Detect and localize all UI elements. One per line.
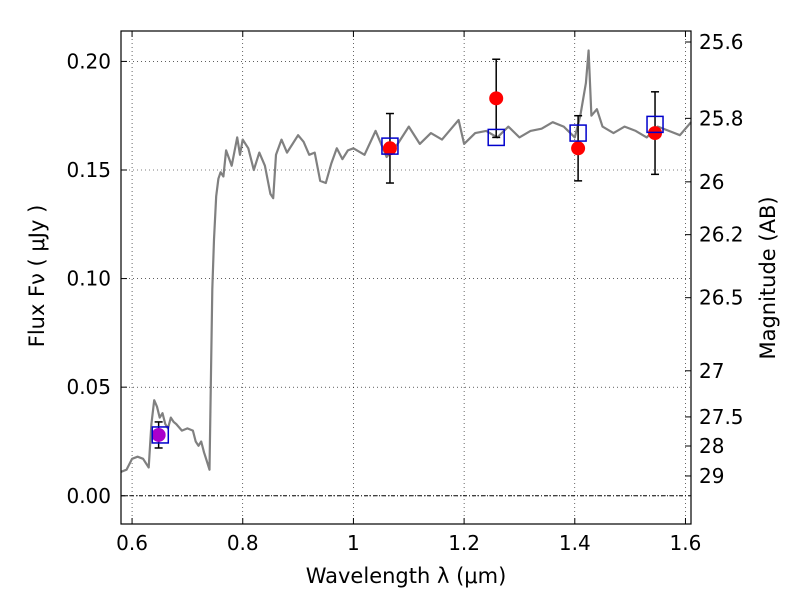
- observed-point: [382, 141, 397, 156]
- y-tick-label: 0.05: [66, 375, 111, 399]
- magnitude-tick-label: 25.8: [699, 106, 744, 130]
- observed-point: [489, 91, 504, 106]
- magnitude-tick-label: 28: [699, 434, 724, 458]
- x-tick-label: 0.8: [227, 531, 259, 555]
- synthetic-point: [646, 115, 664, 134]
- observed-point: [571, 141, 586, 156]
- y-axis-ticks: 0.00 0.05 0.10 0.15 0.20: [66, 49, 127, 508]
- y-tick-label: 0.10: [66, 267, 111, 291]
- y-tick-label: 0.00: [66, 484, 111, 508]
- synthetic-photometry: [151, 115, 664, 444]
- x-tick-label: 1: [347, 531, 360, 555]
- x-axis-ticks: 0.6 0.8 1 1.2 1.4 1.6: [116, 31, 701, 555]
- synthetic-point: [487, 128, 505, 147]
- synthetic-point: [569, 124, 587, 142]
- model-spectrum: [120, 49, 692, 473]
- observed-points: [151, 91, 663, 442]
- x-tick-label: 0.6: [116, 531, 148, 555]
- magnitude-tick-label: 27: [699, 359, 724, 383]
- observed-point: [151, 427, 166, 442]
- grid-lines: [121, 31, 691, 524]
- magnitude-tick-label: 25.6: [699, 30, 744, 54]
- synthetic-point: [381, 137, 399, 155]
- x-tick-label: 1.4: [559, 531, 591, 555]
- magnitude-tick-label: 27.5: [699, 405, 744, 429]
- y-axis-label: Flux Fν ( μJy ): [25, 205, 49, 348]
- x-axis-label: Wavelength λ (μm): [306, 564, 507, 588]
- x-tick-label: 1.6: [670, 531, 702, 555]
- magnitude-tick-label: 26: [699, 170, 724, 194]
- magnitude-axis-ticks: 25.6 25.8 26 26.2 26.5 27 27.5 28 29: [685, 30, 744, 488]
- y-tick-label: 0.20: [66, 49, 111, 73]
- magnitude-tick-label: 29: [699, 464, 724, 488]
- magnitude-tick-label: 26.2: [699, 223, 744, 247]
- magnitude-axis-label: Magnitude (AB): [756, 196, 780, 359]
- error-bars: [154, 58, 660, 449]
- y-tick-label: 0.15: [66, 158, 111, 182]
- plot-frame: [120, 30, 692, 525]
- x-tick-label: 1.2: [448, 531, 480, 555]
- synthetic-point: [151, 426, 170, 444]
- magnitude-tick-label: 26.5: [699, 286, 744, 310]
- model-spectrum-line: [120, 49, 692, 473]
